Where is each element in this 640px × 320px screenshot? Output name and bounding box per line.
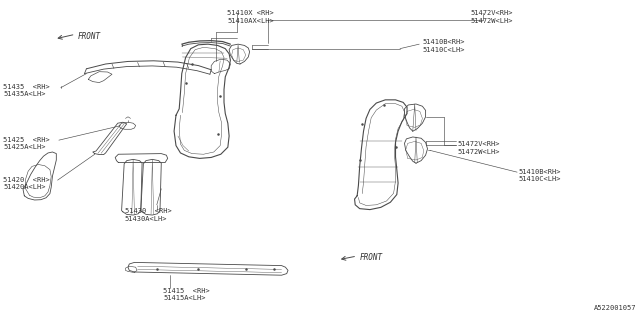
Text: 51410B<RH>
51410C<LH>: 51410B<RH> 51410C<LH>	[518, 169, 561, 182]
Text: 51430  <RH>
51430A<LH>: 51430 <RH> 51430A<LH>	[125, 208, 172, 221]
Text: 51425  <RH>
51425A<LH>: 51425 <RH> 51425A<LH>	[3, 137, 50, 150]
Text: 51410B<RH>
51410C<LH>: 51410B<RH> 51410C<LH>	[422, 39, 465, 52]
Text: 51472V<RH>
51472W<LH>: 51472V<RH> 51472W<LH>	[458, 141, 500, 155]
Text: 51435  <RH>
51435A<LH>: 51435 <RH> 51435A<LH>	[3, 84, 50, 97]
Text: FRONT: FRONT	[78, 32, 101, 41]
Text: A522001057: A522001057	[595, 305, 637, 311]
Text: FRONT: FRONT	[360, 253, 383, 262]
Text: 51410X <RH>
51410AX<LH>: 51410X <RH> 51410AX<LH>	[227, 10, 274, 24]
Text: 51420  <RH>
51420A<LH>: 51420 <RH> 51420A<LH>	[3, 177, 50, 190]
Text: 51415  <RH>
51415A<LH>: 51415 <RH> 51415A<LH>	[163, 288, 210, 301]
Text: 51472V<RH>
51472W<LH>: 51472V<RH> 51472W<LH>	[470, 10, 513, 24]
